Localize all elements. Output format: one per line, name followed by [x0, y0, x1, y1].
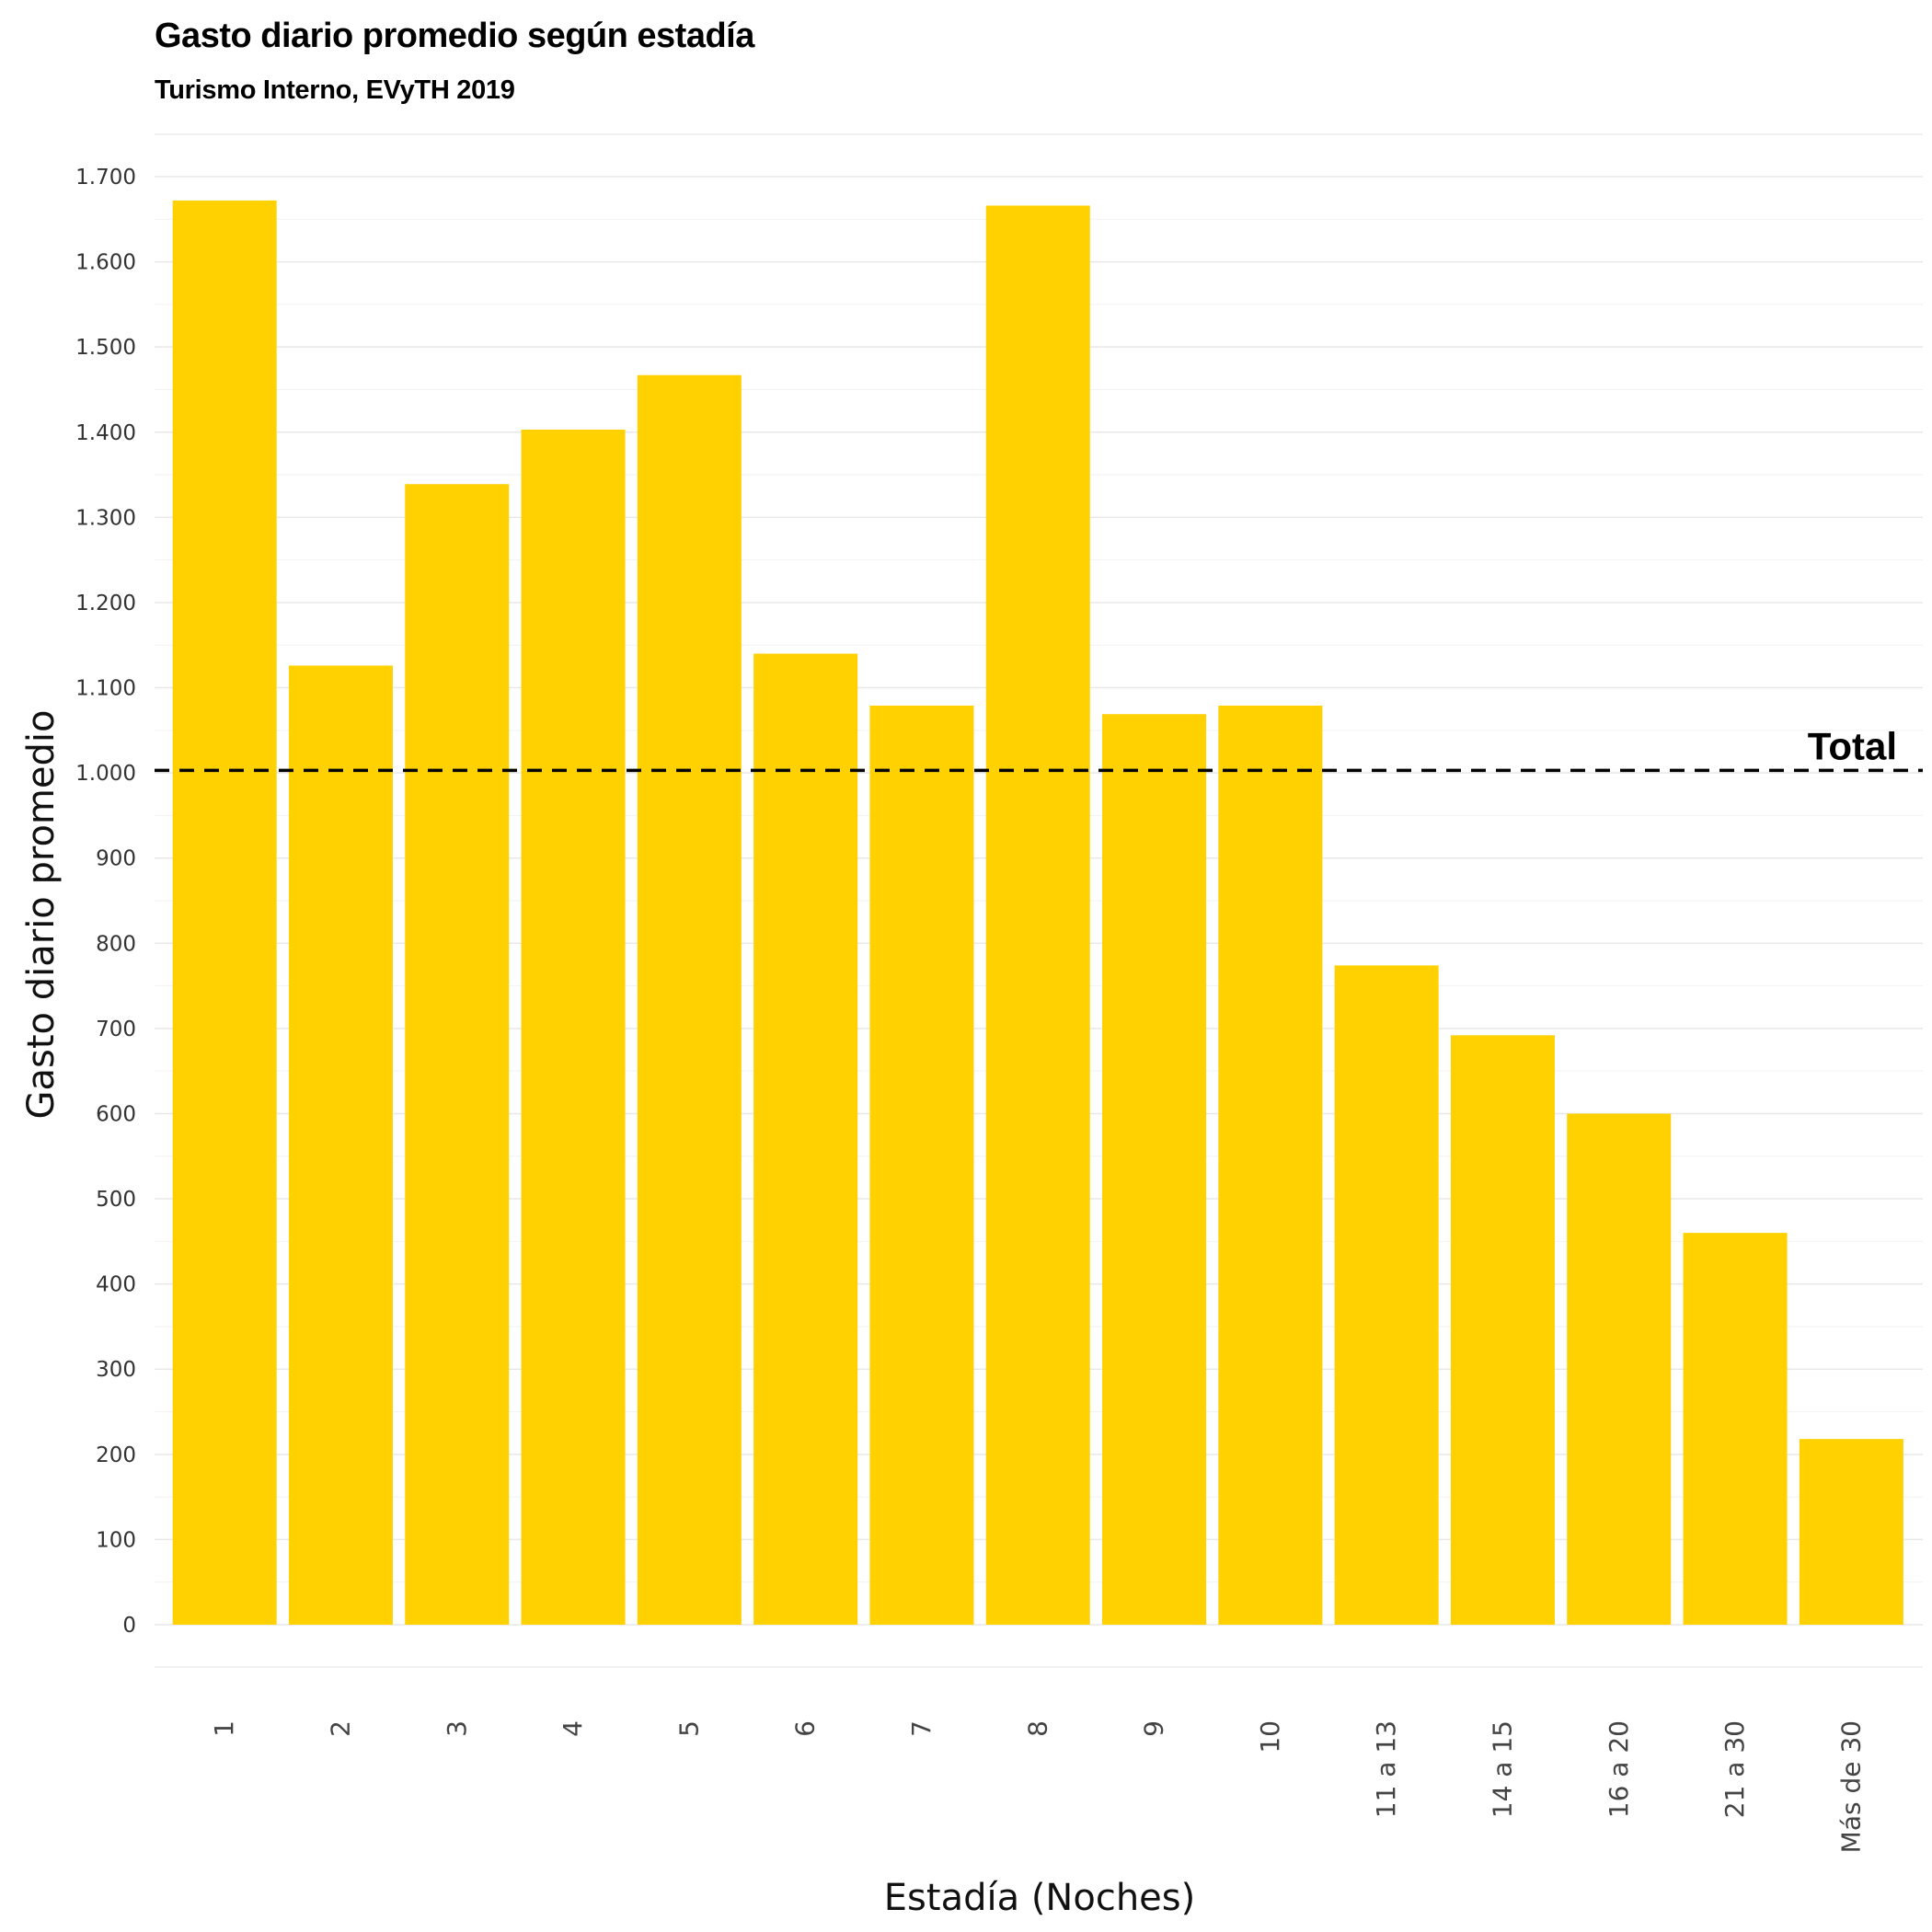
x-tick-label: 4: [558, 1720, 588, 1737]
y-tick-label: 700: [96, 1018, 136, 1041]
x-tick-label: 14 a 15: [1487, 1720, 1517, 1818]
y-tick-label: 1.300: [75, 506, 136, 530]
bar: [1218, 705, 1323, 1625]
bar: [637, 374, 742, 1625]
bar: [288, 665, 393, 1625]
y-axis-ticks: 0 100 200 300 400 500 600 700 800 900 1.000 1.100 1.…: [75, 166, 136, 1638]
x-axis-ticks: 1 2 3 4 5 6 7 8 9 10 11 a 13 14 a 15 16 a 20 21 a 30 M…: [209, 1720, 1866, 1853]
x-tick-label: 5: [673, 1720, 704, 1737]
chart-title: Gasto diario promedio según estadía: [155, 17, 754, 55]
y-tick-label: 100: [96, 1528, 136, 1552]
y-tick-label: 300: [96, 1358, 136, 1382]
x-tick-label: 10: [1255, 1720, 1285, 1754]
y-tick-label: 200: [96, 1443, 136, 1467]
bar: [1567, 1113, 1672, 1625]
x-tick-label: 6: [790, 1720, 821, 1737]
bar: [1102, 714, 1207, 1625]
y-tick-label: 400: [96, 1273, 136, 1297]
x-tick-label: 11 a 13: [1371, 1720, 1401, 1818]
bar: [172, 200, 277, 1626]
bar: [1450, 1035, 1555, 1625]
x-tick-label: 2: [325, 1720, 355, 1737]
x-tick-label: Más de 30: [1835, 1720, 1866, 1853]
y-tick-label: 1.500: [75, 336, 136, 360]
x-tick-label: 21 a 30: [1719, 1720, 1750, 1818]
reference-line-group: Total: [155, 724, 1923, 773]
x-tick-label: 9: [1139, 1720, 1169, 1737]
x-tick-label: 1: [209, 1720, 239, 1737]
y-tick-label: 500: [96, 1188, 136, 1212]
y-tick-label: 1.100: [75, 677, 136, 701]
bar: [405, 484, 510, 1625]
bar: [1334, 965, 1439, 1625]
y-tick-label: 1.000: [75, 762, 136, 786]
x-tick-label: 16 a 20: [1604, 1720, 1634, 1818]
y-tick-label: 1.700: [75, 166, 136, 190]
y-tick-label: 1.200: [75, 592, 136, 615]
bar: [869, 705, 974, 1625]
x-tick-label: 3: [442, 1720, 472, 1737]
x-tick-label: 7: [906, 1720, 937, 1737]
bar: [753, 653, 858, 1625]
y-tick-label: 900: [96, 847, 136, 871]
y-axis-title: Gasto diario promedio: [20, 710, 63, 1120]
bar: [1799, 1439, 1903, 1625]
y-tick-label: 1.400: [75, 421, 136, 445]
bar: [521, 429, 626, 1625]
x-tick-label: 8: [1022, 1720, 1052, 1737]
chart-subtitle: Turismo Interno, EVyTH 2019: [155, 75, 515, 105]
x-axis-title: Estadía (Noches): [884, 1877, 1195, 1919]
bars: [172, 200, 1903, 1626]
y-tick-label: 1.600: [75, 251, 136, 275]
bar: [1683, 1233, 1788, 1625]
bar: [985, 205, 1090, 1626]
y-tick-label: 600: [96, 1102, 136, 1126]
y-tick-label: 800: [96, 932, 136, 956]
y-tick-label: 0: [122, 1614, 136, 1638]
total-reference-label: Total: [1808, 724, 1897, 767]
